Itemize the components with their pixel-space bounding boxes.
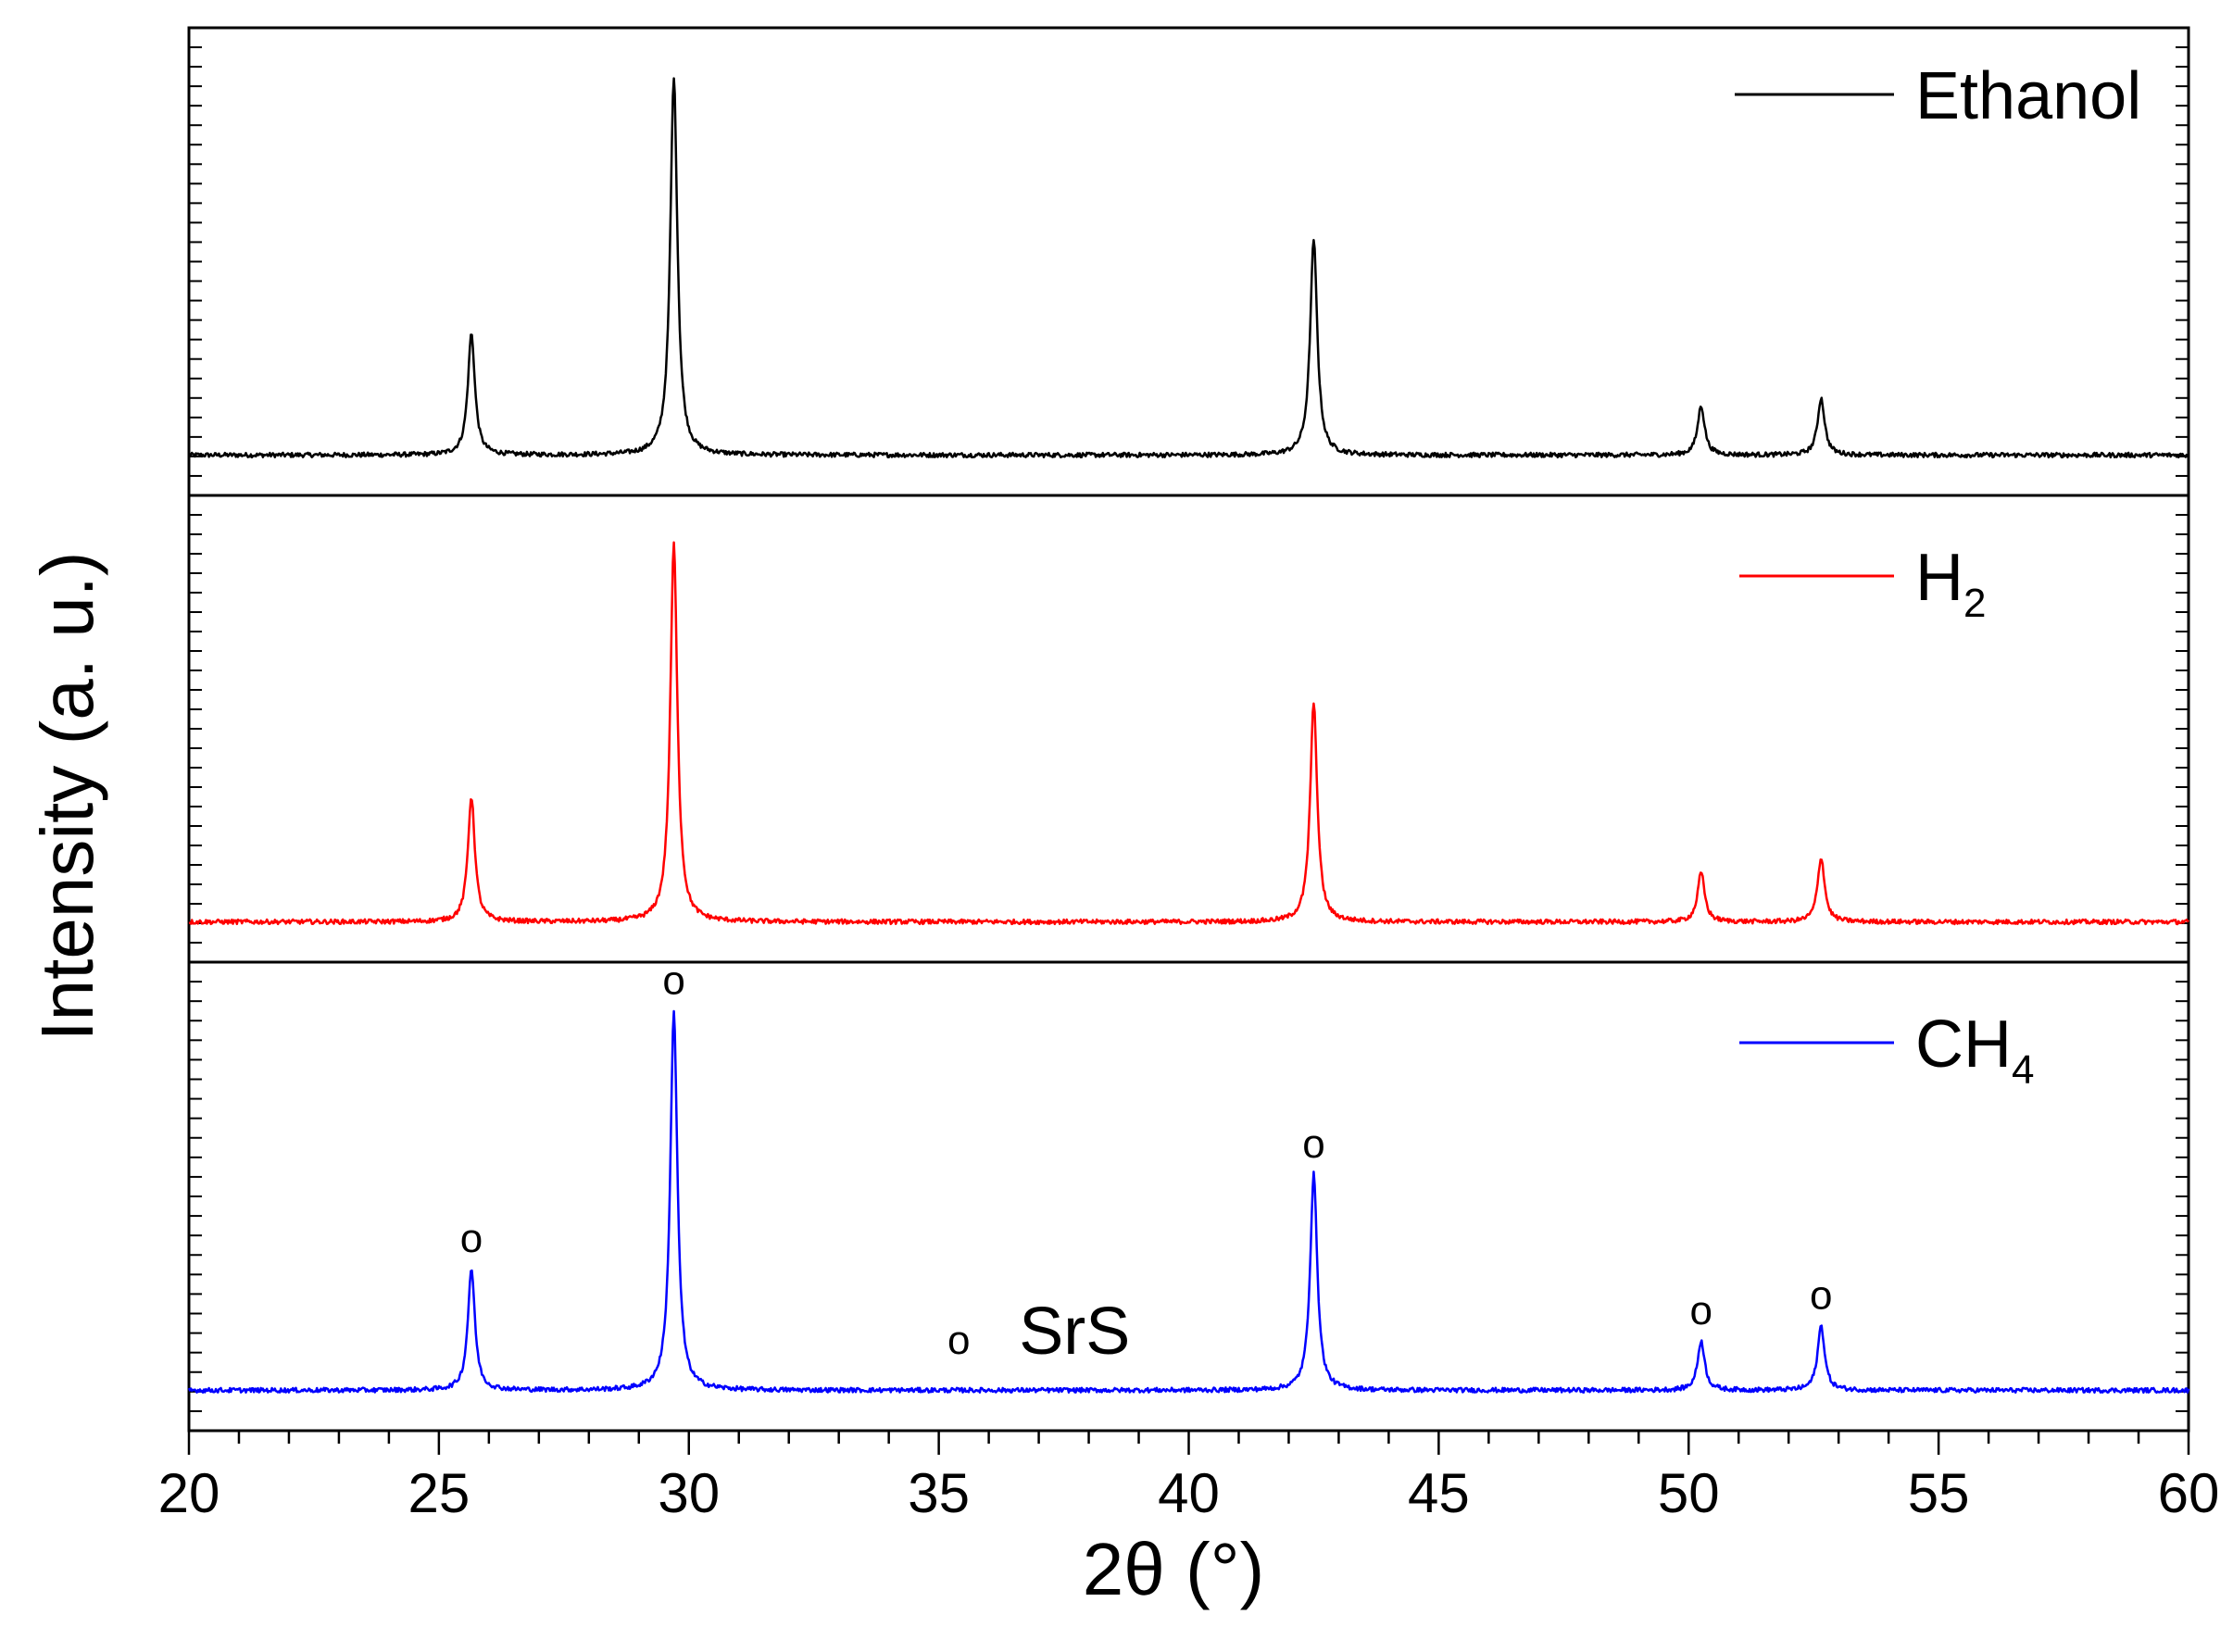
x-tick-label: 50 bbox=[1658, 1462, 1720, 1524]
panels-layer: Ethanol H2 CH4 o o o o o o SrS bbox=[187, 26, 2190, 1433]
pattern-line-h2 bbox=[188, 541, 2190, 926]
pattern-line-ch4 bbox=[187, 1009, 2190, 1395]
x-tick-label: 60 bbox=[2158, 1462, 2220, 1524]
legend-label-ethanol: Ethanol bbox=[1915, 59, 2141, 133]
phase-marker: o bbox=[460, 1216, 483, 1261]
phase-key-symbol: o bbox=[947, 1318, 970, 1363]
x-tick-label: 55 bbox=[1908, 1462, 1970, 1524]
x-tick-label: 45 bbox=[1408, 1462, 1470, 1524]
phase-marker: o bbox=[662, 958, 684, 1004]
x-axis-label: 2θ (°) bbox=[1083, 1528, 1264, 1610]
panel-ethanol: Ethanol bbox=[187, 26, 2190, 497]
x-tick-label: 30 bbox=[658, 1462, 720, 1524]
panel-h2: H2 bbox=[187, 494, 2190, 964]
y-axis-label: Intensity (a. u.) bbox=[26, 551, 108, 1041]
x-axis: 20 25 30 35 40 45 50 55 60 bbox=[158, 1431, 2220, 1524]
legend-label-ch4: CH4 bbox=[1915, 1007, 2034, 1093]
phase-marker: o bbox=[1690, 1288, 1712, 1333]
phase-marker: o bbox=[1302, 1121, 1324, 1167]
x-tick-label: 35 bbox=[908, 1462, 970, 1524]
legend-label-h2: H2 bbox=[1915, 541, 1986, 626]
x-tick-label: 20 bbox=[158, 1462, 220, 1524]
phase-marker: o bbox=[1810, 1273, 1832, 1319]
panel-frame bbox=[187, 494, 2190, 964]
phase-key-label: SrS bbox=[1019, 1295, 1130, 1369]
x-tick-label: 25 bbox=[408, 1462, 470, 1524]
panel-frame bbox=[187, 960, 2190, 1433]
panel-ch4: CH4 o o o o o o SrS bbox=[187, 958, 2190, 1433]
panel-frame bbox=[187, 26, 2190, 497]
pattern-line-ethanol bbox=[187, 77, 2190, 459]
x-tick-label: 40 bbox=[1158, 1462, 1220, 1524]
